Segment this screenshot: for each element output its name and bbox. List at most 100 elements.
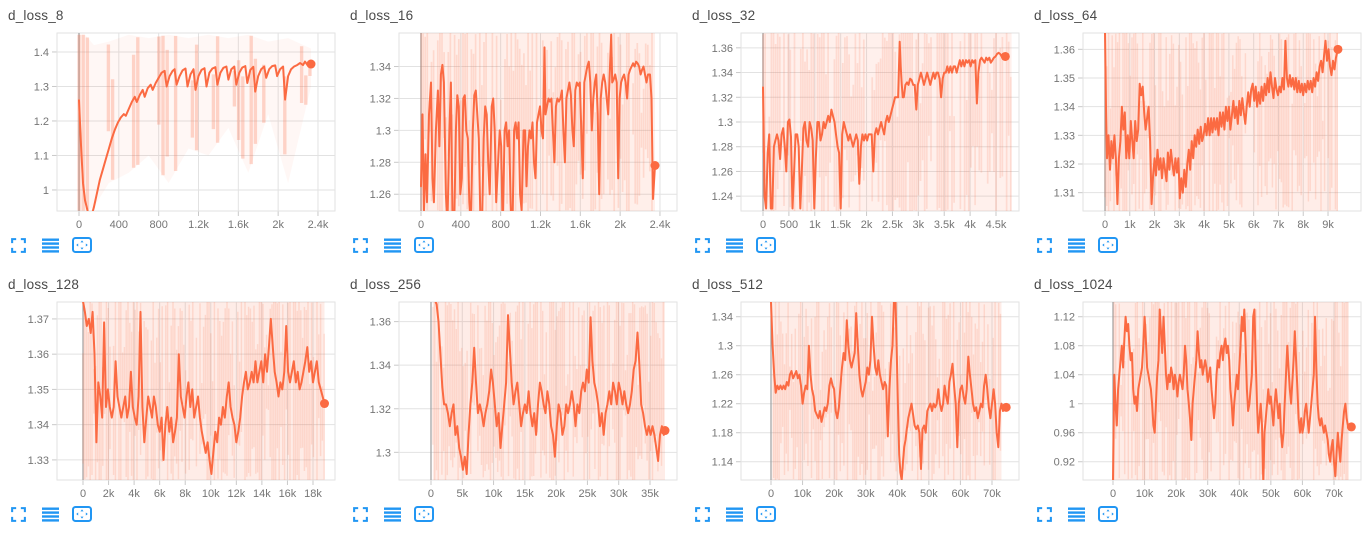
- x-tick-label: 3k: [913, 219, 925, 230]
- x-tick-label: 2k: [272, 219, 284, 230]
- fullscreen-button[interactable]: [692, 505, 712, 523]
- chart-plot[interactable]: 1.3 1.32 1.34 1.36 0 5k 10k 15k 20k 25k 30k 35k: [342, 295, 684, 499]
- fullscreen-button[interactable]: [1034, 236, 1054, 254]
- x-tick-label: 1.2k: [188, 219, 209, 230]
- x-tick-label: 20k: [825, 488, 843, 499]
- fullscreen-button[interactable]: [692, 236, 712, 254]
- x-tick-label: 40k: [888, 488, 906, 499]
- x-tick-label: 4k: [1198, 219, 1210, 230]
- data-view-icon: [41, 238, 59, 253]
- fullscreen-button[interactable]: [350, 236, 370, 254]
- x-tick-label: 10k: [202, 488, 220, 499]
- chart-plot[interactable]: 1.14 1.18 1.22 1.26 1.3 1.34 0 10k 20k 30k 40k 50k 6…: [684, 295, 1026, 499]
- chart-plot[interactable]: 1 1.1 1.2 1.3 1.4 0 400 800 1.2k 1.6k 2k 2.4k: [0, 26, 342, 230]
- fit-domain-button[interactable]: [756, 236, 776, 254]
- x-tick-label: 70k: [983, 488, 1001, 499]
- fit-domain-button[interactable]: [414, 236, 434, 254]
- data-view-button[interactable]: [40, 505, 60, 523]
- data-view-button[interactable]: [724, 505, 744, 523]
- x-tick-label: 0: [428, 488, 434, 499]
- fullscreen-button[interactable]: [8, 505, 28, 523]
- fit-domain-icon: [756, 506, 776, 522]
- fit-domain-button[interactable]: [1098, 505, 1118, 523]
- x-tick-label: 25k: [579, 488, 597, 499]
- scalar-chart-card: d_loss_8 1 1.1 1.2 1.3 1.4 0 400 800 1.2k 1.6k 2k 2…: [0, 0, 342, 269]
- chart-plot[interactable]: 1.31 1.32 1.33 1.34 1.35 1.36 0 1k 2k 3k 4k 5k 6k 7k 8…: [1026, 26, 1368, 230]
- y-tick-label: 1.34: [28, 420, 49, 432]
- y-tick-label: 1: [1069, 399, 1075, 411]
- data-view-button[interactable]: [382, 236, 402, 254]
- y-tick-label: 1.33: [1054, 130, 1075, 142]
- y-tick-label: 1.32: [712, 92, 733, 104]
- x-tick-label: 1.6k: [570, 219, 591, 230]
- y-tick-label: 0.92: [1054, 457, 1075, 469]
- chart-plot[interactable]: 1.26 1.28 1.3 1.32 1.34 0 400 800 1.2k 1.6k 2k 2.4k: [342, 26, 684, 230]
- fit-domain-button[interactable]: [414, 505, 434, 523]
- data-view-icon: [383, 507, 401, 522]
- x-tick-label: 2.5k: [882, 219, 903, 230]
- last-value-dot: [660, 426, 670, 436]
- scalar-chart-card: d_loss_1024 0.92 0.96 1 1.04 1.08 1.12 0 10k 20k…: [1026, 269, 1368, 538]
- x-tick-label: 40k: [1230, 488, 1248, 499]
- y-tick-label: 1.34: [370, 360, 391, 372]
- chart-title: d_loss_128: [8, 277, 80, 292]
- chart-toolbar: [350, 505, 684, 523]
- data-view-button[interactable]: [1066, 236, 1086, 254]
- chart-title: d_loss_512: [692, 277, 764, 292]
- x-tick-label: 16k: [279, 488, 297, 499]
- chart-toolbar: [8, 236, 342, 254]
- fit-domain-button[interactable]: [72, 505, 92, 523]
- x-tick-label: 2k: [103, 488, 115, 499]
- y-tick-label: 1.34: [1054, 102, 1075, 114]
- fit-domain-icon: [414, 237, 434, 253]
- x-tick-label: 9k: [1322, 219, 1334, 230]
- data-view-icon: [1067, 238, 1085, 253]
- x-tick-label: 4.5k: [986, 219, 1007, 230]
- fullscreen-icon: [352, 506, 368, 522]
- y-tick-label: 1.28: [370, 157, 391, 169]
- fit-domain-button[interactable]: [1098, 236, 1118, 254]
- fit-domain-icon: [414, 506, 434, 522]
- data-view-button[interactable]: [40, 236, 60, 254]
- x-tick-label: 10k: [485, 488, 503, 499]
- y-tick-label: 1.08: [1054, 341, 1075, 353]
- x-tick-label: 14k: [253, 488, 271, 499]
- x-tick-label: 18k: [304, 488, 322, 499]
- fullscreen-icon: [694, 237, 710, 253]
- y-tick-label: 1.26: [712, 166, 733, 178]
- fit-domain-button[interactable]: [72, 236, 92, 254]
- fit-domain-button[interactable]: [756, 505, 776, 523]
- y-tick-label: 1.24: [712, 191, 733, 203]
- chart-plot[interactable]: 1.33 1.34 1.35 1.36 1.37 0 2k 4k 6k 8k 10k 12k 14k 16…: [0, 295, 342, 499]
- x-tick-label: 0: [418, 219, 424, 230]
- data-view-icon: [1067, 507, 1085, 522]
- chart-title: d_loss_8: [8, 8, 64, 23]
- x-tick-label: 1.5k: [830, 219, 851, 230]
- chart-plot[interactable]: 0.92 0.96 1 1.04 1.08 1.12 0 10k 20k 30k 40k 50k 60k…: [1026, 295, 1368, 499]
- data-view-button[interactable]: [382, 505, 402, 523]
- chart-title: d_loss_1024: [1034, 277, 1113, 292]
- last-value-dot: [1346, 422, 1356, 432]
- x-tick-label: 0: [760, 219, 766, 230]
- data-view-button[interactable]: [724, 236, 744, 254]
- chart-toolbar: [350, 236, 684, 254]
- y-tick-label: 1.35: [1054, 73, 1075, 85]
- y-tick-label: 1.34: [370, 62, 391, 74]
- fullscreen-button[interactable]: [8, 236, 28, 254]
- fullscreen-button[interactable]: [1034, 505, 1054, 523]
- x-tick-label: 3k: [1174, 219, 1186, 230]
- fullscreen-button[interactable]: [350, 505, 370, 523]
- y-tick-label: 1.31: [1054, 188, 1075, 200]
- x-tick-label: 0: [80, 488, 86, 499]
- x-tick-label: 5k: [1223, 219, 1235, 230]
- scalar-chart-card: d_loss_128 1.33 1.34 1.35 1.36 1.37 0 2k 4k 6k 8k…: [0, 269, 342, 538]
- y-tick-label: 1.3: [376, 447, 391, 459]
- x-tick-label: 50k: [920, 488, 938, 499]
- x-tick-label: 8k: [1297, 219, 1309, 230]
- chart-plot[interactable]: 1.24 1.26 1.28 1.3 1.32 1.34 1.36 0 500 1k 1.5k 2k 2…: [684, 26, 1026, 230]
- data-view-button[interactable]: [1066, 505, 1086, 523]
- fit-domain-icon: [756, 237, 776, 253]
- chart-toolbar: [692, 236, 1026, 254]
- x-tick-label: 2.4k: [650, 219, 671, 230]
